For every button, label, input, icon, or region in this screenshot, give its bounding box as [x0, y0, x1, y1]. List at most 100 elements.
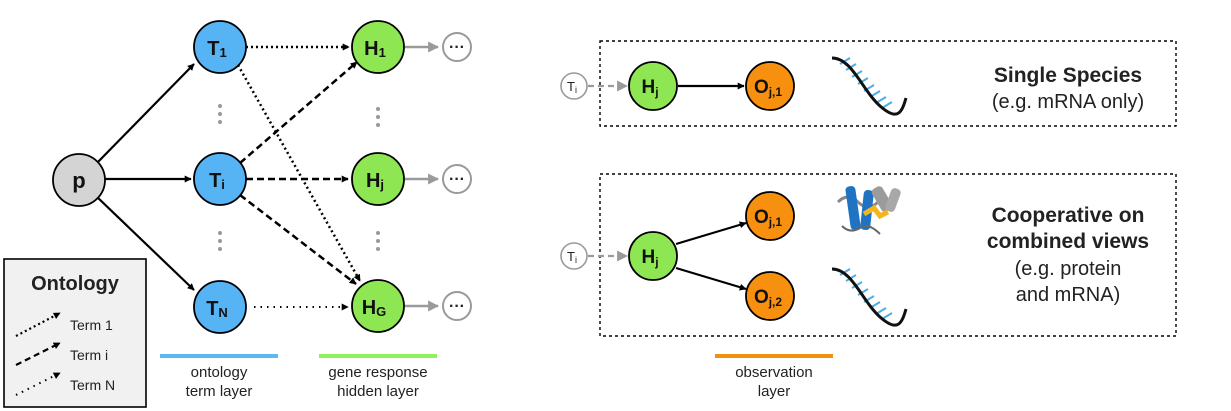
legend-ontology: Ontology Term 1 Term i Term N — [3, 258, 147, 408]
node-coop-hj: Hj — [628, 231, 678, 281]
ellipsis-nodes: ··· ··· ··· — [442, 32, 472, 321]
svg-text:Oj,2: Oj,2 — [754, 287, 782, 309]
legend-title: Ontology — [31, 273, 120, 295]
vdots-t-upper — [218, 104, 222, 124]
edge-coop-hj-o2 — [675, 266, 747, 291]
node-hg-sub: G — [376, 304, 386, 319]
layer-gene: gene response hidden layer — [319, 354, 437, 400]
layer-ontology-line1: ontology — [191, 364, 248, 381]
ellipsis-label: ··· — [449, 171, 465, 188]
layer-gene-line1: gene response — [328, 364, 427, 381]
mrna-icon — [831, 56, 908, 116]
node-hg: HG — [351, 279, 405, 333]
edge-coop-hj-o1 — [675, 221, 747, 246]
coop-title-line1: Cooperative on — [992, 204, 1145, 227]
node-coop-ti: Ti — [560, 242, 588, 270]
svg-text:Oj,1: Oj,1 — [754, 77, 782, 99]
node-hj-base: H — [366, 170, 380, 192]
ellipsis-h1: ··· — [442, 32, 472, 62]
node-tn: TN — [193, 280, 247, 334]
node-hj-sub: j — [379, 177, 384, 192]
svg-text:H1: H1 — [364, 38, 386, 60]
coop-hj-sub: j — [654, 255, 658, 269]
mrna-icon — [831, 267, 908, 327]
vdots-h-upper — [376, 107, 380, 127]
svg-text:Ti: Ti — [567, 249, 577, 265]
svg-text:T1: T1 — [207, 38, 226, 60]
edge-p-t1 — [95, 63, 195, 165]
node-hg-base: H — [362, 297, 376, 319]
node-t1-base: T — [207, 38, 219, 60]
legend-line-termi — [15, 342, 61, 366]
svg-text:HG: HG — [362, 297, 387, 319]
layer-observation-line2: layer — [758, 383, 791, 400]
single-ti-base: T — [567, 79, 575, 94]
edge-ti-hg — [239, 194, 357, 285]
node-h1-base: H — [364, 38, 378, 60]
node-h1-sub: 1 — [379, 45, 386, 60]
coop-o2-sub: j,2 — [768, 295, 783, 309]
coop-sub-line2: and mRNA) — [1016, 284, 1120, 306]
coop-o1-base: O — [754, 207, 769, 228]
edge-p-tn — [95, 195, 195, 291]
forward-arrows — [405, 41, 440, 312]
svg-text:Hj: Hj — [641, 77, 658, 99]
coop-title-line2: combined views — [987, 230, 1149, 253]
panel-single-species: Ti Hj Oj,1 Single Species (e.g. mRNA onl… — [560, 40, 1177, 127]
vertical-ellipses — [218, 104, 380, 251]
ellipsis-hj: ··· — [442, 164, 472, 194]
single-subtitle: (e.g. mRNA only) — [992, 91, 1144, 113]
edge-ti-h1 — [239, 61, 358, 164]
coop-o2-base: O — [754, 287, 769, 308]
svg-text:Ti: Ti — [567, 79, 577, 95]
coop-ti-sub: i — [575, 255, 577, 265]
node-ti-sub: i — [221, 177, 225, 192]
node-p-label: p — [72, 168, 85, 193]
single-ti-sub: i — [575, 85, 577, 95]
svg-text:Ti: Ti — [209, 170, 225, 192]
single-hj-base: H — [641, 77, 655, 98]
single-o-sub: j,1 — [768, 85, 783, 99]
node-t1-sub: 1 — [219, 45, 226, 60]
legend-term1-label: Term 1 — [70, 317, 113, 333]
legend-termi-label: Term i — [70, 347, 108, 363]
layer-ontology: ontology term layer — [160, 354, 278, 400]
coop-o1-sub: j,1 — [768, 215, 783, 229]
legend-line-term1 — [15, 312, 61, 337]
protein-icon — [836, 186, 901, 235]
single-title: Single Species — [994, 64, 1142, 87]
node-t1: T1 — [193, 20, 247, 74]
node-single-ti: Ti — [560, 72, 588, 100]
vdots-h-lower — [376, 231, 380, 251]
coop-ti-base: T — [567, 249, 575, 264]
node-ti: Ti — [193, 152, 247, 206]
node-p: p — [52, 153, 106, 207]
layer-gene-line2: hidden layer — [337, 383, 419, 400]
layer-observation: observation layer — [715, 354, 833, 400]
svg-text:Hj: Hj — [641, 247, 658, 269]
node-tn-sub: N — [218, 305, 227, 320]
ellipsis-label: ··· — [449, 39, 465, 56]
panel-cooperative: Ti Hj Oj,1 Oj,2 — [560, 173, 1177, 337]
node-h1: H1 — [351, 20, 405, 74]
node-hj: Hj — [351, 152, 405, 206]
node-ti-base: T — [209, 170, 221, 192]
node-single-hj: Hj — [628, 61, 678, 111]
edges-left — [95, 43, 362, 311]
layer-ontology-line2: term layer — [186, 383, 253, 400]
coop-hj-base: H — [641, 247, 655, 268]
vdots-t-lower — [218, 231, 222, 251]
node-tn-base: T — [206, 298, 218, 320]
single-hj-sub: j — [654, 85, 658, 99]
svg-text:Hj: Hj — [366, 170, 384, 192]
node-coop-o1: Oj,1 — [745, 191, 795, 241]
ellipsis-label: ··· — [449, 298, 465, 315]
layer-observation-line1: observation — [735, 364, 813, 381]
svg-text:Oj,1: Oj,1 — [754, 207, 782, 229]
legend-termn-label: Term N — [70, 377, 115, 393]
node-coop-o2: Oj,2 — [745, 271, 795, 321]
node-single-o: Oj,1 — [745, 61, 795, 111]
ellipsis-hg: ··· — [442, 291, 472, 321]
single-o-base: O — [754, 77, 769, 98]
